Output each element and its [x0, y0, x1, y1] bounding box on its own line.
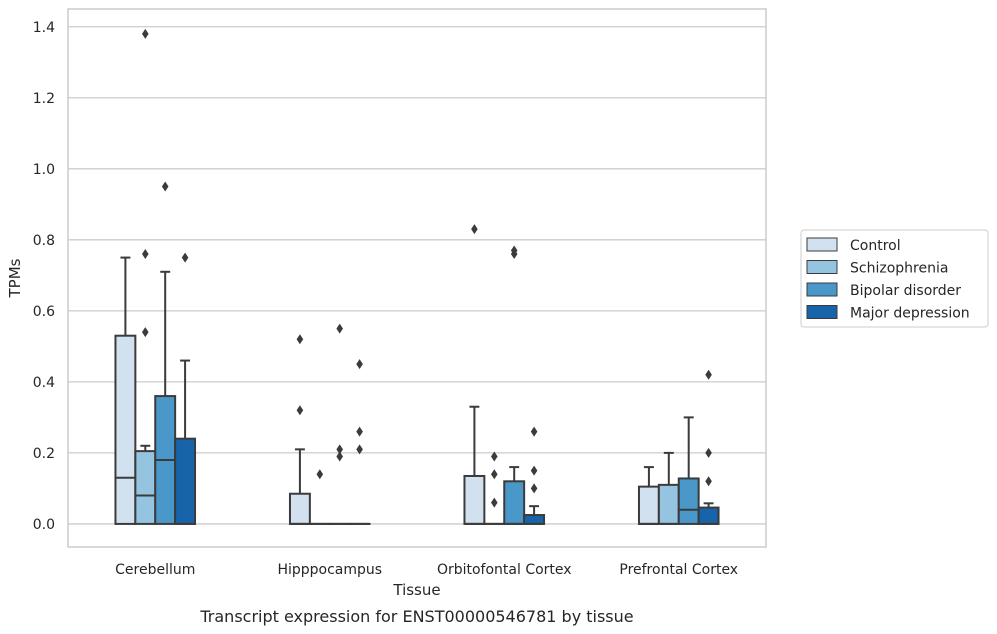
box-rect	[697, 506, 720, 525]
box-group	[114, 256, 137, 525]
box-group	[134, 28, 157, 525]
outlier-point	[510, 245, 518, 256]
x-tick-label: Prefrontal Cortex	[619, 562, 738, 578]
box-group	[154, 181, 177, 525]
box-group	[677, 416, 700, 525]
box-rect	[174, 437, 197, 525]
outlier-point	[356, 444, 363, 455]
box-group	[657, 451, 680, 525]
box-rect	[503, 480, 526, 525]
box-rect	[288, 492, 311, 525]
legend-label: Bipolar disorder	[850, 283, 961, 299]
box-group	[288, 334, 311, 525]
y-tick-label: 1.4	[33, 20, 55, 36]
box-group	[348, 359, 371, 525]
outlier-point	[705, 476, 712, 487]
outlier-point	[142, 249, 149, 260]
outlier-point	[356, 426, 363, 437]
outlier-point	[705, 447, 712, 458]
box-group	[523, 426, 546, 525]
box-rect	[677, 477, 700, 525]
outlier-point	[530, 426, 538, 437]
box-rect	[523, 514, 546, 525]
legend-label: Control	[850, 238, 901, 254]
legend-frame	[800, 229, 989, 328]
outlier-point	[471, 224, 478, 235]
y-tick-label: 0.2	[33, 446, 55, 462]
outlier-point	[296, 405, 304, 416]
y-axis-label: TPMs	[6, 258, 24, 298]
y-tick-label: 0.4	[33, 375, 55, 391]
legend-swatch	[806, 260, 838, 274]
box-group	[503, 245, 526, 525]
legend-swatch	[806, 305, 838, 319]
x-axis-ticks: Cerebellum Hipppocampus Orbitofontal Corte…	[115, 562, 738, 578]
x-tick-label: Cerebellum	[115, 562, 195, 578]
box-rect	[134, 450, 157, 525]
box-group	[174, 252, 197, 525]
outlier-point	[142, 327, 149, 338]
legend-swatch	[806, 237, 838, 252]
x-tick-label: Orbitofontal Cortex	[437, 562, 572, 578]
box-rect	[657, 483, 680, 525]
outlier-point	[491, 469, 498, 480]
outlier-point	[491, 497, 498, 508]
box-group	[328, 323, 351, 525]
outlier-point	[336, 323, 343, 334]
outlier-point	[530, 465, 538, 476]
y-tick-label: 0.0	[33, 517, 55, 533]
y-tick-label: 1.2	[33, 91, 55, 107]
y-axis-ticks: 0.0 0.2 0.4 0.6 0.8 1.0 1.2 1.4	[33, 20, 55, 533]
outlier-point	[530, 483, 538, 494]
plot-frame	[67, 8, 767, 548]
outlier-point	[161, 181, 169, 192]
box-group	[463, 224, 486, 525]
outlier-point	[705, 369, 712, 380]
legend: Control Schizophrenia Bipolar disorder Majo…	[800, 229, 989, 328]
x-tick-label: Hipppocampus	[277, 562, 382, 578]
y-tick-label: 0.8	[33, 233, 55, 249]
box-rect	[463, 474, 486, 525]
box-rect	[637, 485, 660, 525]
box-group	[483, 451, 506, 525]
box-group	[637, 466, 660, 525]
outlier-point	[356, 359, 363, 370]
y-tick-label: 1.0	[33, 162, 55, 178]
x-axis-label: Tissue	[392, 581, 440, 599]
outlier-point	[142, 28, 149, 39]
box-plots	[114, 28, 720, 525]
legend-swatch	[806, 282, 838, 297]
box-rect	[114, 334, 137, 525]
outlier-point	[491, 451, 498, 462]
box-group	[308, 469, 331, 525]
outlier-point	[336, 451, 343, 462]
outlier-point	[316, 469, 324, 480]
y-tick-label: 0.6	[33, 304, 55, 320]
box-group	[697, 369, 720, 525]
chart-caption: Transcript expression for ENST0000054678…	[199, 607, 633, 626]
legend-label: Schizophrenia	[850, 261, 948, 277]
outlier-point	[336, 444, 343, 455]
outlier-point	[181, 252, 189, 263]
outlier-point	[296, 334, 304, 345]
legend-label: Major depression	[850, 306, 970, 322]
